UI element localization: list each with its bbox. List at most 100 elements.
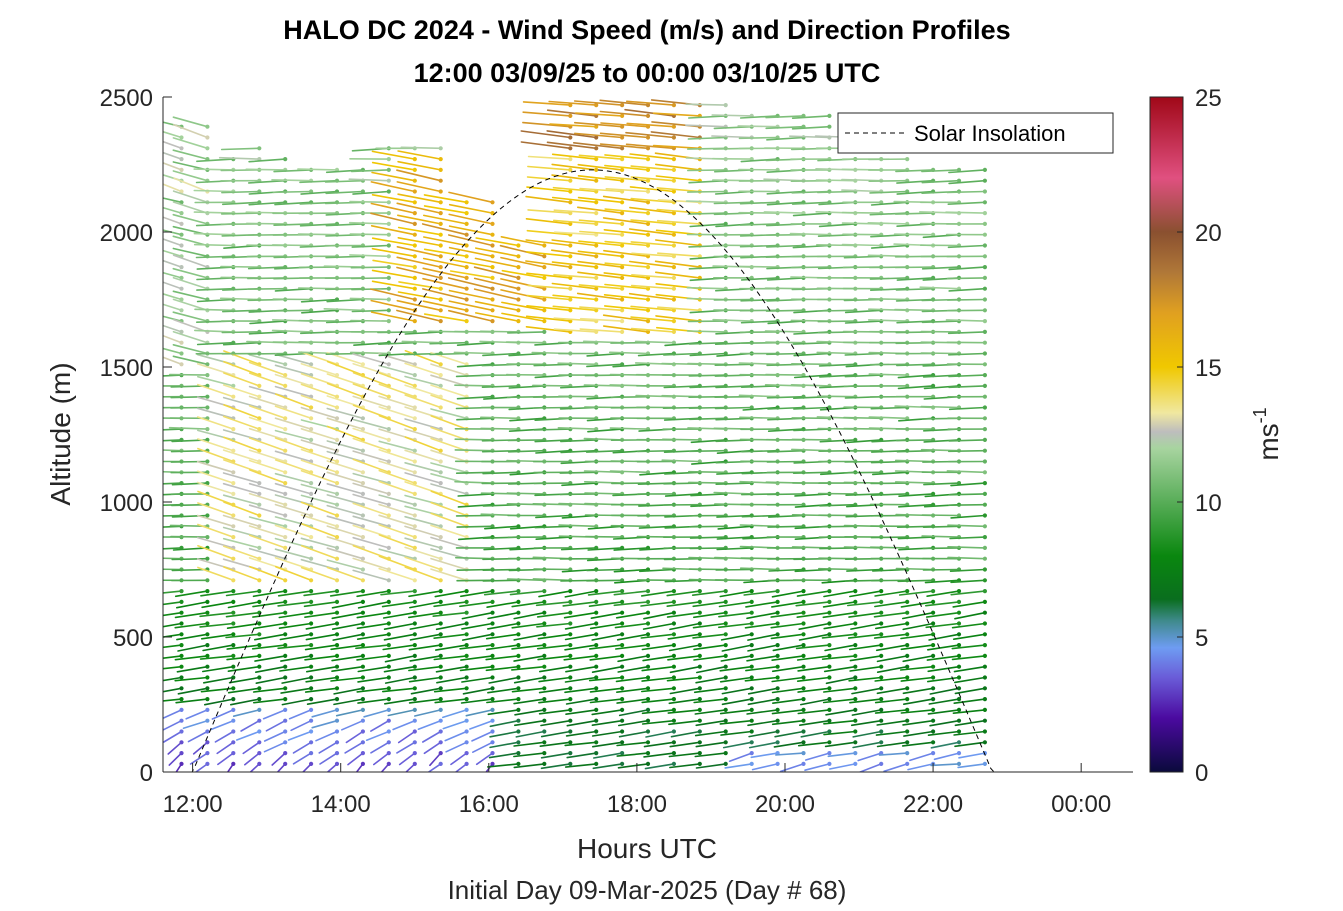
wind-barb — [511, 599, 547, 608]
wind-barb — [563, 610, 599, 619]
wind-barb — [423, 248, 469, 259]
wind-barb — [579, 230, 625, 237]
wind-barb — [564, 686, 599, 694]
wind-barb — [378, 534, 417, 551]
wind-barb — [500, 278, 547, 291]
wind-barb — [163, 151, 184, 162]
wind-barb — [248, 416, 288, 432]
wind-barb — [227, 664, 262, 673]
wind-barb — [770, 610, 806, 618]
wind-barb — [423, 740, 443, 755]
wind-barb — [667, 632, 702, 640]
wind-barb — [858, 761, 884, 772]
wind-barb — [591, 740, 625, 748]
wind-barb — [474, 300, 521, 313]
wind-barb — [352, 493, 391, 507]
wind-barb — [210, 718, 236, 731]
wind-barb — [641, 664, 677, 672]
wind-barb — [279, 632, 314, 641]
wind-barb — [301, 761, 314, 772]
wind-barb — [668, 718, 702, 726]
wind-barb — [349, 157, 391, 162]
wind-barb — [747, 686, 780, 695]
wind-barb — [604, 208, 651, 216]
wind-barb — [500, 236, 547, 248]
wind-barb — [465, 707, 495, 717]
wind-barb — [486, 761, 521, 768]
wind-barb — [350, 265, 391, 270]
wind-barb — [371, 247, 417, 259]
colorbar-unit-exponent: -1 — [1250, 407, 1270, 423]
wind-barb — [441, 707, 469, 719]
y-tick-label: 0 — [140, 760, 153, 787]
wind-barb — [352, 557, 391, 572]
wind-barb — [799, 697, 832, 706]
wind-barb — [626, 122, 677, 129]
wind-barb — [475, 751, 495, 766]
wind-barb — [352, 383, 391, 399]
wind-barb — [486, 697, 521, 704]
wind-barb — [461, 632, 495, 641]
wind-barb — [177, 643, 210, 652]
wind-barb — [513, 632, 547, 641]
wind-barb — [537, 653, 573, 661]
wind-barb — [434, 643, 469, 651]
wind-barb — [745, 664, 780, 672]
wind-barb — [525, 260, 573, 270]
wind-barb — [305, 632, 340, 641]
wind-barb — [629, 153, 677, 162]
wind-barb — [588, 599, 625, 608]
wind-barb — [797, 664, 832, 672]
wind-barb — [852, 729, 884, 738]
wind-barb — [222, 472, 262, 486]
wind-barb — [525, 195, 573, 205]
wind-barb — [163, 610, 184, 617]
wind-barb — [605, 188, 651, 194]
wind-barb — [540, 751, 573, 759]
wind-barb — [825, 707, 858, 716]
wind-barb — [822, 599, 858, 608]
wind-barb — [248, 459, 288, 475]
wind-barb — [552, 305, 599, 313]
wind-barb — [643, 610, 677, 620]
wind-barb — [249, 469, 288, 486]
wind-barb — [223, 372, 262, 388]
wind-barb — [771, 664, 806, 673]
wind-barb — [404, 394, 443, 410]
wind-barb — [603, 293, 651, 302]
wind-barb — [232, 707, 262, 718]
wind-barb — [589, 697, 625, 704]
wind-barb — [629, 206, 677, 216]
wind-barb — [277, 643, 314, 650]
wind-barb — [192, 740, 210, 755]
wind-barb — [669, 686, 702, 695]
wind-barb — [349, 200, 391, 205]
wind-barb — [163, 238, 184, 248]
wind-barb — [747, 643, 780, 652]
wind-barb — [280, 653, 314, 662]
wind-barb — [384, 675, 417, 684]
wind-barb — [197, 416, 236, 432]
x-tick-label: 12:00 — [163, 791, 223, 818]
wind-barb — [591, 729, 625, 737]
wind-barb — [526, 186, 573, 194]
wind-barb — [847, 632, 884, 639]
wind-barb — [602, 195, 651, 205]
wind-barb — [747, 718, 780, 727]
wind-barb — [197, 523, 236, 540]
wind-barb — [604, 176, 651, 183]
wind-barb — [304, 610, 340, 619]
wind-barb — [433, 686, 469, 693]
wind-barb — [798, 621, 832, 631]
wind-barb — [551, 163, 599, 172]
wind-barb — [199, 610, 236, 618]
y-tick-label: 500 — [113, 625, 153, 652]
wind-barb — [251, 643, 288, 650]
wind-barb — [248, 437, 288, 453]
wind-barb — [201, 599, 236, 609]
wind-barb — [265, 718, 288, 732]
wind-barb — [746, 653, 780, 662]
wind-barb — [640, 686, 677, 693]
x-tick-label: 00:00 — [1051, 791, 1111, 818]
y-axis-label: Altitude (m) — [45, 362, 76, 505]
